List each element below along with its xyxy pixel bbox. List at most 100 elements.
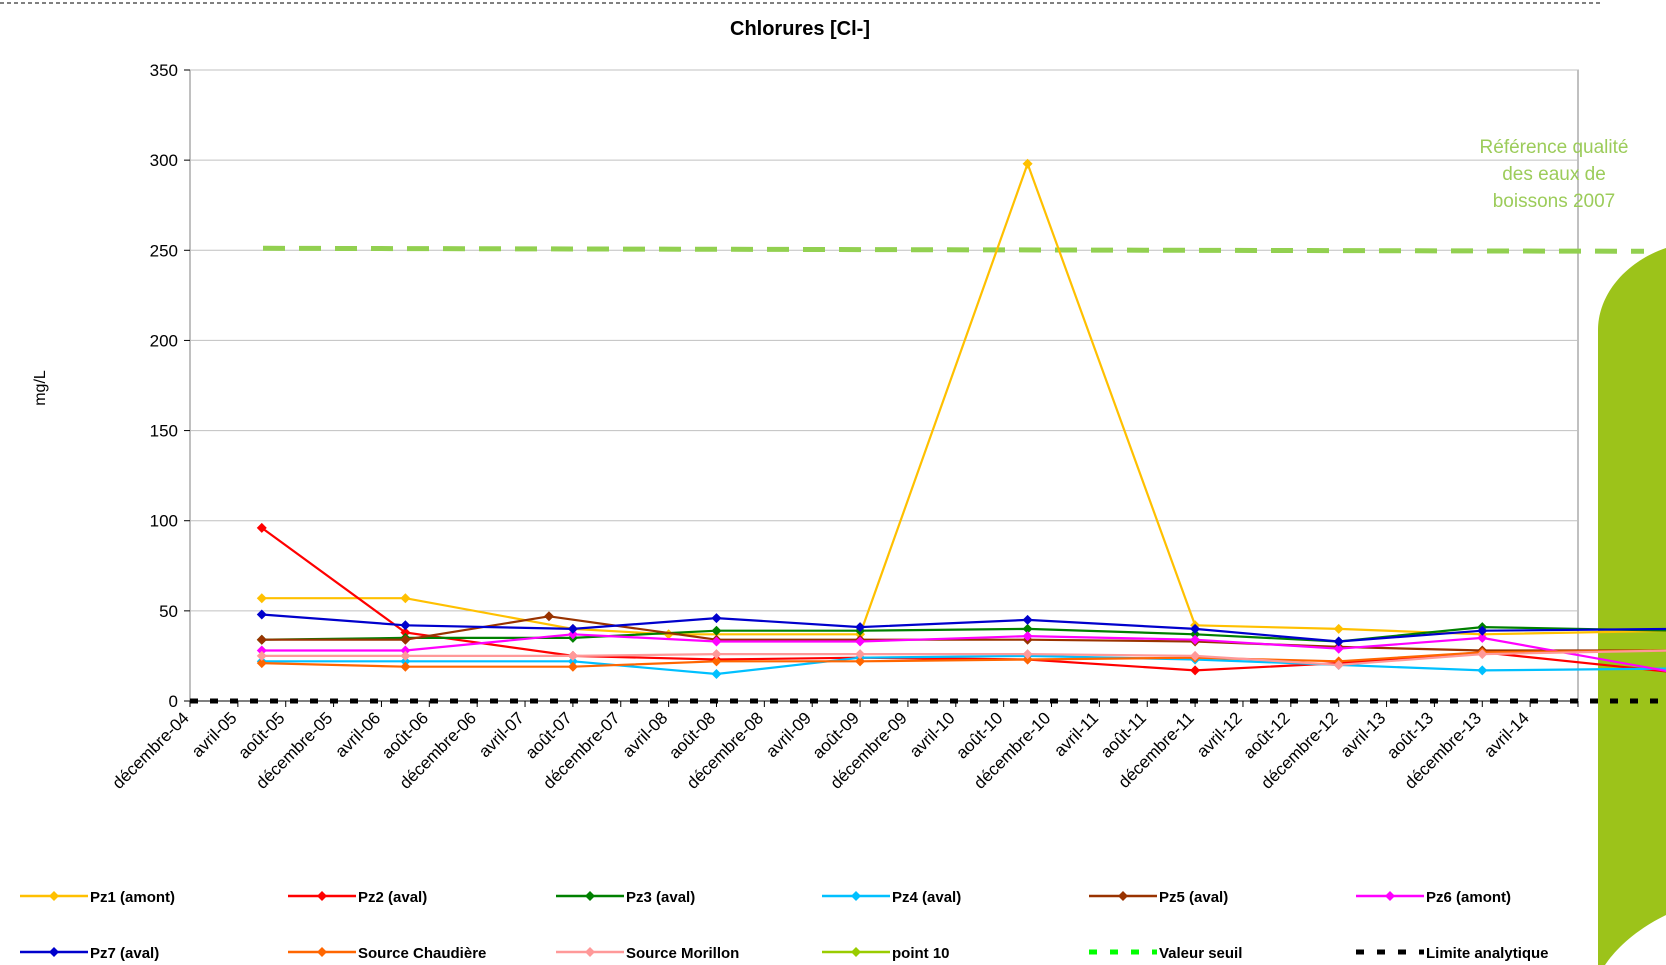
legend-item: Pz2 (aval) [288,889,427,906]
y-tick-label: 0 [169,692,178,711]
series-source-morillon [256,649,1666,670]
data-point [256,593,267,604]
decorative-green-curve [1605,915,1666,965]
x-tick-label: avril-08 [619,708,672,761]
plot-area [189,69,1579,702]
legend-marker [585,947,595,957]
data-point [711,625,722,636]
y-axis-label: mg/L [32,370,49,406]
data-point [567,661,578,672]
data-point [711,656,722,667]
y-tick-label: 350 [150,61,178,80]
data-point [256,609,267,620]
data-point [256,650,267,661]
data-point [1190,623,1201,634]
chart-title: Chlorures [Cl-] [730,18,870,40]
legend-item: Pz5 (aval) [1089,889,1228,906]
legend-item: Source Chaudière [288,945,486,962]
data-point [855,622,866,633]
data-point [711,636,722,647]
data-point [855,649,866,660]
legend-item: Pz6 (amont) [1356,889,1511,906]
y-tick-label: 150 [150,422,178,441]
data-point [1022,158,1033,169]
data-point [1190,665,1201,676]
data-point [256,634,267,645]
data-point [711,668,722,679]
legend-label: Pz3 (aval) [626,889,695,906]
legend-item: Pz7 (aval) [20,945,159,962]
legend-item: Pz4 (aval) [822,889,961,906]
x-tick-label: avril-09 [762,708,815,761]
data-point [855,636,866,647]
x-tick-label: avril-11 [1050,708,1102,760]
series-line [261,649,1666,668]
legend-marker [317,891,327,901]
reference-label: des eaux de [1502,164,1606,185]
y-tick-label: 300 [150,151,178,170]
x-tick-label: décembre-04 [109,708,193,792]
legend-marker [585,891,595,901]
y-tick-label: 250 [150,241,178,260]
legend-label: Limite analytique [1426,945,1549,962]
decorative-green-shape [1598,248,1666,965]
series-line [261,613,1666,643]
legend-marker [1385,891,1395,901]
legend-item: Pz1 (amont) [20,889,175,906]
data-point [1022,631,1033,642]
series-line [261,633,1666,672]
x-axis-ticks: décembre-04avril-05août-05décembre-05avr… [109,700,1579,793]
legend-item: Limite analytique [1356,945,1549,962]
data-point [1333,636,1344,647]
reference-label: boissons 2007 [1493,191,1616,212]
data-point [400,593,411,604]
legend-marker [317,947,327,957]
data-point [855,656,866,667]
data-point [543,611,554,622]
legend-label: point 10 [892,945,950,962]
data-point [1333,659,1344,670]
data-point [1190,634,1201,645]
legend-item: Pz3 (aval) [556,889,695,906]
legend: Pz1 (amont) Pz2 (aval) Pz3 (aval) Pz4 (aval… [20,889,1549,962]
data-point [400,661,411,672]
data-point [400,627,411,638]
reference-label: Référence qualité [1480,137,1629,158]
legend-marker [851,947,861,957]
legend-item: Valeur seuil [1089,945,1242,962]
reference-line [262,245,1645,254]
legend-label: Pz5 (aval) [1159,889,1228,906]
legend-label: Pz1 (amont) [90,889,175,906]
data-point [711,649,722,660]
legend-label: Pz6 (amont) [1426,889,1511,906]
x-tick-label: avril-05 [188,708,241,761]
data-point [400,656,411,667]
data-point [1190,629,1201,640]
data-point [567,629,578,640]
data-point [1477,649,1488,660]
y-tick-label: 100 [150,512,178,531]
legend-label: Pz7 (aval) [90,945,159,962]
data-point [400,650,411,661]
data-point [1190,650,1201,661]
legend-marker [49,947,59,957]
data-point [567,623,578,634]
x-tick-label: avril-07 [475,708,528,761]
series-line [261,654,1666,676]
series-pz6-amont [256,629,1666,672]
legend-label: Valeur seuil [1159,945,1242,962]
series-line [261,160,1666,636]
data-point [567,650,578,661]
data-point [1022,623,1033,634]
data-point [1333,643,1344,654]
legend-marker [1118,891,1128,901]
legend-label: Pz4 (aval) [892,889,961,906]
data-point [256,658,267,669]
data-point [711,613,722,624]
data-point [256,522,267,533]
gridlines [190,69,1578,612]
data-point [1477,625,1488,636]
data-point [1477,665,1488,676]
x-tick-label: avril-14 [1480,708,1533,761]
